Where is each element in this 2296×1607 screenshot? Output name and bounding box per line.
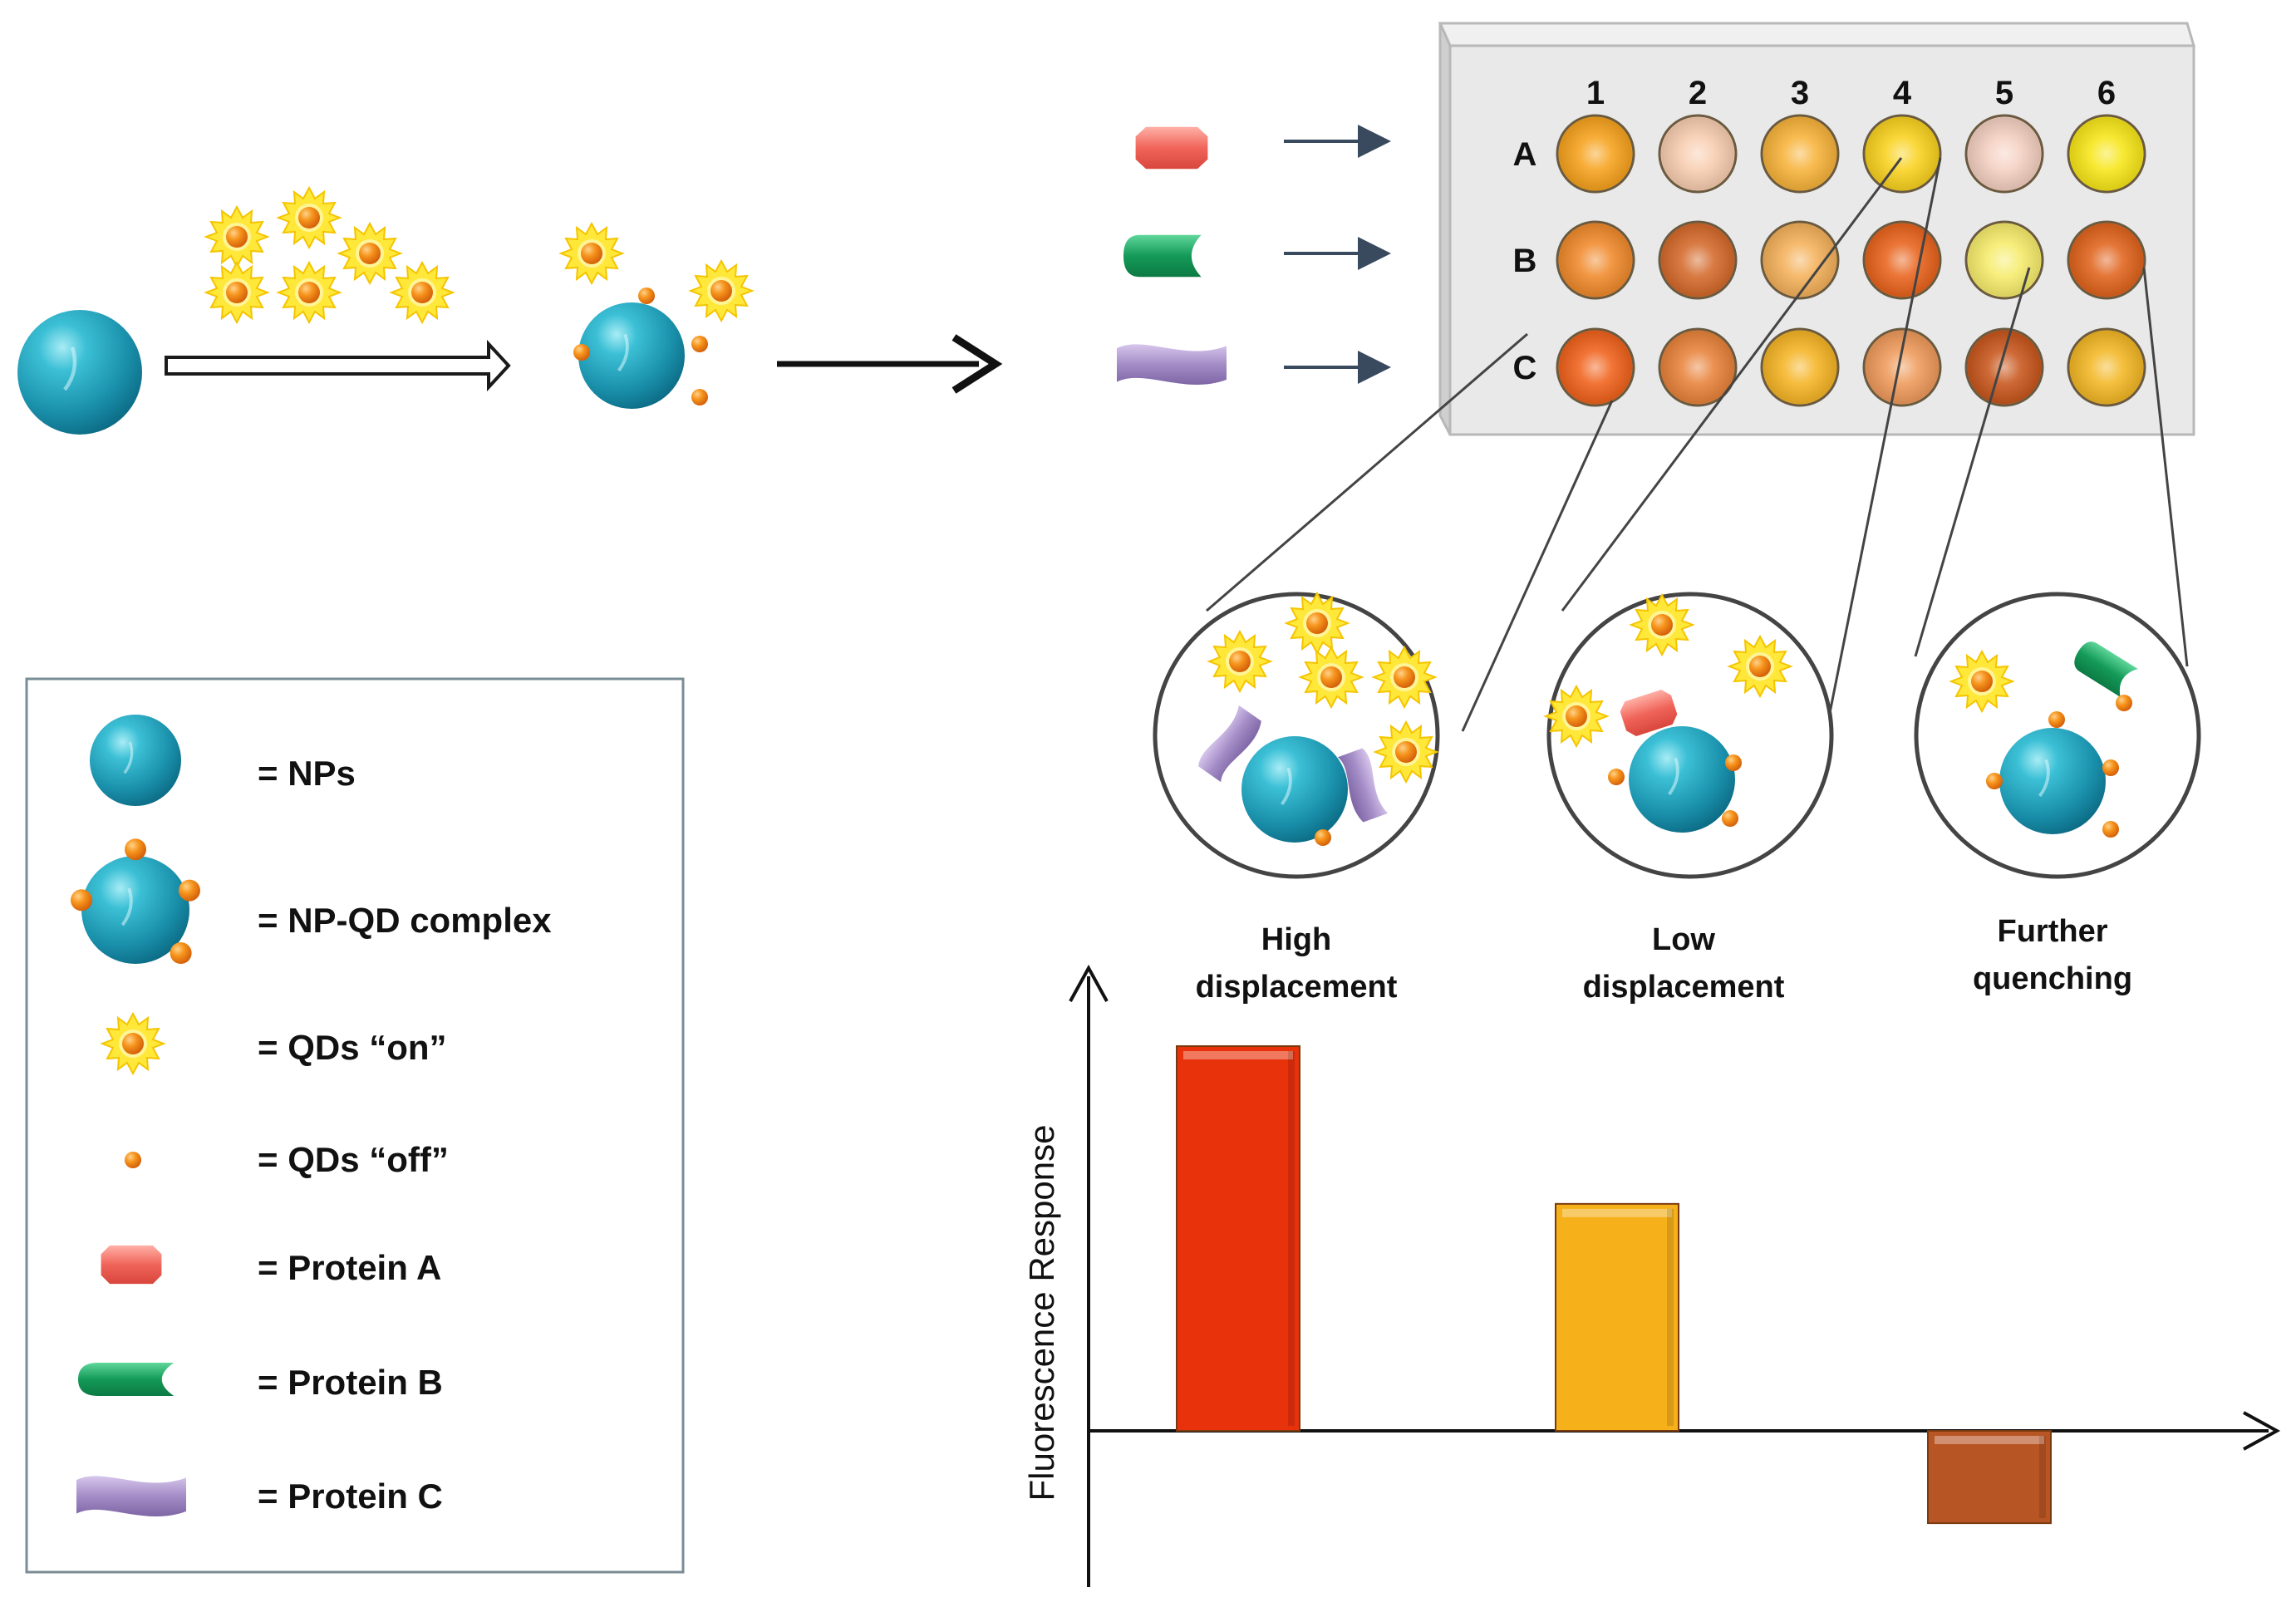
legend-label-qds-off: = QDs “off” [258, 1140, 449, 1179]
qd-on-icon [338, 223, 401, 284]
np-icon [1998, 726, 2107, 836]
protein-b-icon [1123, 234, 1202, 278]
np-qd-complex-result [560, 223, 753, 410]
qd-off-icon [573, 344, 590, 361]
plate-column-label: 4 [1893, 75, 1912, 111]
outcome-1-line2: displacement [1196, 970, 1398, 1005]
qd-off-icon [1725, 754, 1742, 771]
legend-label-protein-b: = Protein B [258, 1363, 443, 1402]
hollow-arrow [165, 339, 511, 392]
well [1760, 220, 1840, 300]
well [1862, 114, 1942, 194]
protein-a-icon [101, 1245, 162, 1285]
y-axis-label: Fluorescence Response [1022, 1125, 1061, 1501]
plate-row-label: B [1513, 243, 1537, 279]
np-icon [1627, 725, 1737, 834]
qd-off-icon [691, 336, 708, 352]
qd-off-icon [1722, 810, 1738, 827]
well [1760, 114, 1840, 194]
qd-off-icon [1315, 829, 1331, 846]
qd-on-icon [690, 260, 753, 322]
qds-on-cluster [205, 187, 454, 323]
well [1658, 114, 1738, 194]
fluorescence-chart: Fluorescence Response [1022, 964, 2281, 1587]
well [2067, 220, 2146, 300]
qd-on-icon [205, 262, 268, 323]
protein-c-icon [1116, 344, 1227, 386]
formation-step [17, 187, 1003, 435]
well [1556, 220, 1635, 300]
plate-column-label: 5 [1995, 75, 2013, 111]
plate-row-label: A [1513, 136, 1537, 173]
plate-column-label: 2 [1689, 75, 1707, 111]
legend-label-qds-on: = QDs “on” [258, 1028, 447, 1067]
bar-2 [1555, 1202, 1679, 1432]
well-plate: 1 2 3 4 5 6 A B C [1438, 22, 2196, 436]
well [1658, 327, 1738, 407]
qd-off-icon [2116, 695, 2132, 711]
well [1964, 220, 2044, 300]
qd-on-icon [391, 262, 454, 323]
legend-label-protein-c: = Protein C [258, 1477, 443, 1516]
qd-on-icon [205, 206, 268, 268]
np-icon [17, 310, 142, 435]
qd-off-icon [2102, 821, 2119, 838]
zoom-circle-high-displacement [1153, 592, 1440, 879]
np-icon [1240, 735, 1350, 844]
well [1862, 220, 1942, 300]
zoom-circle-low-displacement [1545, 592, 1834, 879]
legend: = NPs = NP-QD complex = QDs “on” = QDs “… [25, 677, 685, 1574]
protein-a-icon [1135, 126, 1208, 170]
qd-on-icon [560, 223, 623, 284]
well [2067, 114, 2146, 194]
outcome-labels: High displacement Low displacement Furth… [1196, 914, 2132, 1005]
protein-b-icon [78, 1363, 175, 1396]
plate-column-label: 6 [2097, 75, 2116, 111]
solid-arrow [777, 334, 1003, 394]
well [1658, 220, 1738, 300]
qd-off-icon [638, 287, 655, 304]
well [1556, 327, 1635, 407]
bar-3 [1927, 1430, 2052, 1525]
protein-row-indicators [1116, 125, 1391, 386]
outcome-2-line2: displacement [1583, 970, 1785, 1005]
qd-on-icon [278, 187, 341, 248]
qd-off-icon [125, 1152, 141, 1168]
qd-on-icon [278, 262, 341, 323]
np-icon [88, 713, 183, 808]
legend-label-protein-a: = Protein A [258, 1248, 441, 1287]
zoom-circle-further-quenching [1914, 592, 2201, 879]
outcome-3-line1: Further [1998, 914, 2108, 949]
qd-off-icon [2102, 759, 2119, 776]
qd-off-icon [691, 389, 708, 405]
well [1862, 327, 1942, 407]
well [1964, 327, 2044, 407]
well [1760, 327, 1840, 407]
bar-1 [1176, 1045, 1300, 1432]
np-icon [577, 301, 686, 410]
well [1556, 114, 1635, 194]
outcome-3-line2: quenching [1973, 961, 2132, 996]
zoom-lines [1206, 157, 2189, 732]
outcome-2-line1: Low [1652, 922, 1715, 957]
y-axis [1069, 964, 1109, 1587]
plate-column-label: 3 [1791, 75, 1809, 111]
plate-row-label: C [1513, 350, 1537, 386]
legend-label-nps: = NPs [258, 754, 356, 793]
qd-off-icon [1986, 773, 2003, 789]
legend-label-np-qd-complex: = NP-QD complex [258, 901, 552, 940]
plate-column-label: 1 [1586, 75, 1605, 111]
qd-off-icon [1608, 769, 1625, 785]
outcome-1-line1: High [1261, 922, 1331, 957]
well [1964, 114, 2044, 194]
qd-off-icon [2048, 711, 2065, 728]
well [2067, 327, 2146, 407]
